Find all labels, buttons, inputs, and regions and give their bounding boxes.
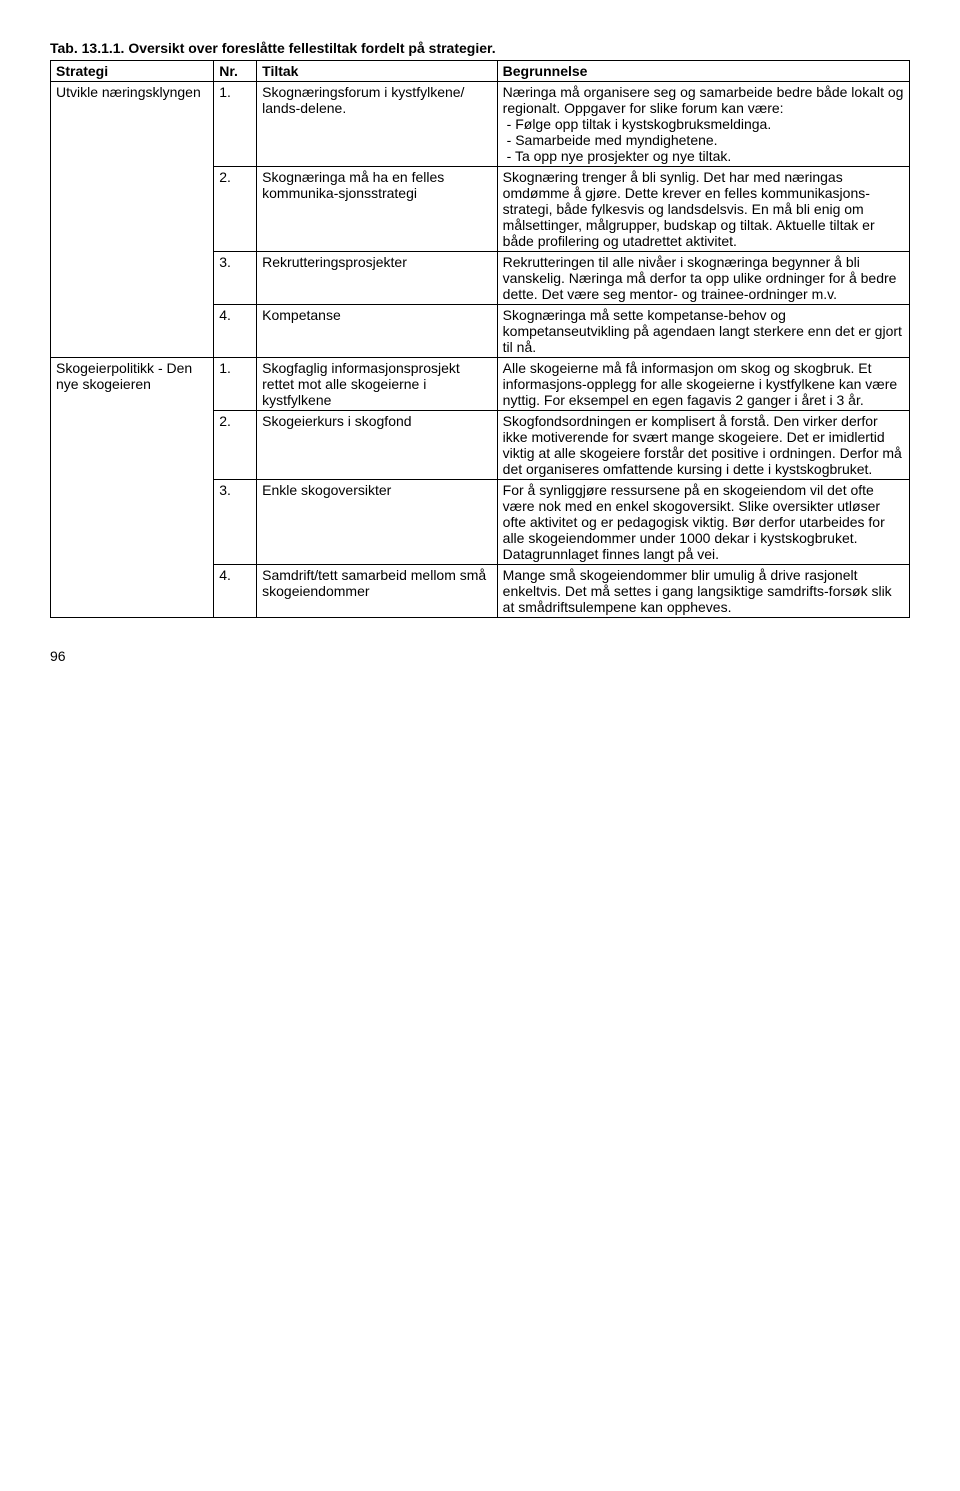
nr-cell: 1.	[214, 82, 257, 167]
begrunnelse-cell: Rekrutteringen til alle nivåer i skognær…	[497, 252, 909, 305]
begrunnelse-cell: For å synliggjøre ressursene på en skoge…	[497, 480, 909, 565]
table-caption: Tab. 13.1.1. Oversikt over foreslåtte fe…	[50, 40, 910, 56]
tiltak-cell: Skogfaglig informasjonsprosjekt rettet m…	[257, 358, 498, 411]
nr-cell: 4.	[214, 565, 257, 618]
page-number: 96	[50, 648, 910, 664]
nr-cell: 4.	[214, 305, 257, 358]
col-strategi: Strategi	[51, 61, 214, 82]
nr-cell: 3.	[214, 480, 257, 565]
nr-cell: 2.	[214, 167, 257, 252]
list-item: Ta opp nye prosjekter og nye tiltak.	[503, 148, 904, 164]
table-row: Skogeierpolitikk - Den nye skogeieren1.S…	[51, 358, 910, 411]
nr-cell: 1.	[214, 358, 257, 411]
begrunnelse-cell: Skogfondsordningen er komplisert å forst…	[497, 411, 909, 480]
nr-cell: 2.	[214, 411, 257, 480]
tiltak-cell: Skogeierkurs i skogfond	[257, 411, 498, 480]
list-item: Følge opp tiltak i kystskogbruksmeldinga…	[503, 116, 904, 132]
tiltak-cell: Samdrift/tett samarbeid mellom små skoge…	[257, 565, 498, 618]
nr-cell: 3.	[214, 252, 257, 305]
begrunnelse-cell: Mange små skogeiendommer blir umulig å d…	[497, 565, 909, 618]
tiltak-cell: Enkle skogoversikter	[257, 480, 498, 565]
tiltak-cell: Skognæringsforum i kystfylkene/ lands-de…	[257, 82, 498, 167]
strategi-cell: Utvikle næringsklyngen	[51, 82, 214, 358]
table-header-row: Strategi Nr. Tiltak Begrunnelse	[51, 61, 910, 82]
begrunnelse-cell: Alle skogeierne må få informasjon om sko…	[497, 358, 909, 411]
tiltak-cell: Rekrutteringsprosjekter	[257, 252, 498, 305]
strategi-cell: Skogeierpolitikk - Den nye skogeieren	[51, 358, 214, 618]
table-row: Utvikle næringsklyngen1.Skognæringsforum…	[51, 82, 910, 167]
tiltak-cell: Kompetanse	[257, 305, 498, 358]
begrunnelse-cell: Næringa må organisere seg og samarbeide …	[497, 82, 909, 167]
col-nr: Nr.	[214, 61, 257, 82]
strategy-table: Strategi Nr. Tiltak Begrunnelse Utvikle …	[50, 60, 910, 618]
list-item: Samarbeide med myndighetene.	[503, 132, 904, 148]
col-begrunnelse: Begrunnelse	[497, 61, 909, 82]
tiltak-cell: Skognæringa må ha en felles kommunika-sj…	[257, 167, 498, 252]
begrunnelse-cell: Skognæring trenger å bli synlig. Det har…	[497, 167, 909, 252]
begrunnelse-cell: Skognæringa må sette kompetanse-behov og…	[497, 305, 909, 358]
col-tiltak: Tiltak	[257, 61, 498, 82]
